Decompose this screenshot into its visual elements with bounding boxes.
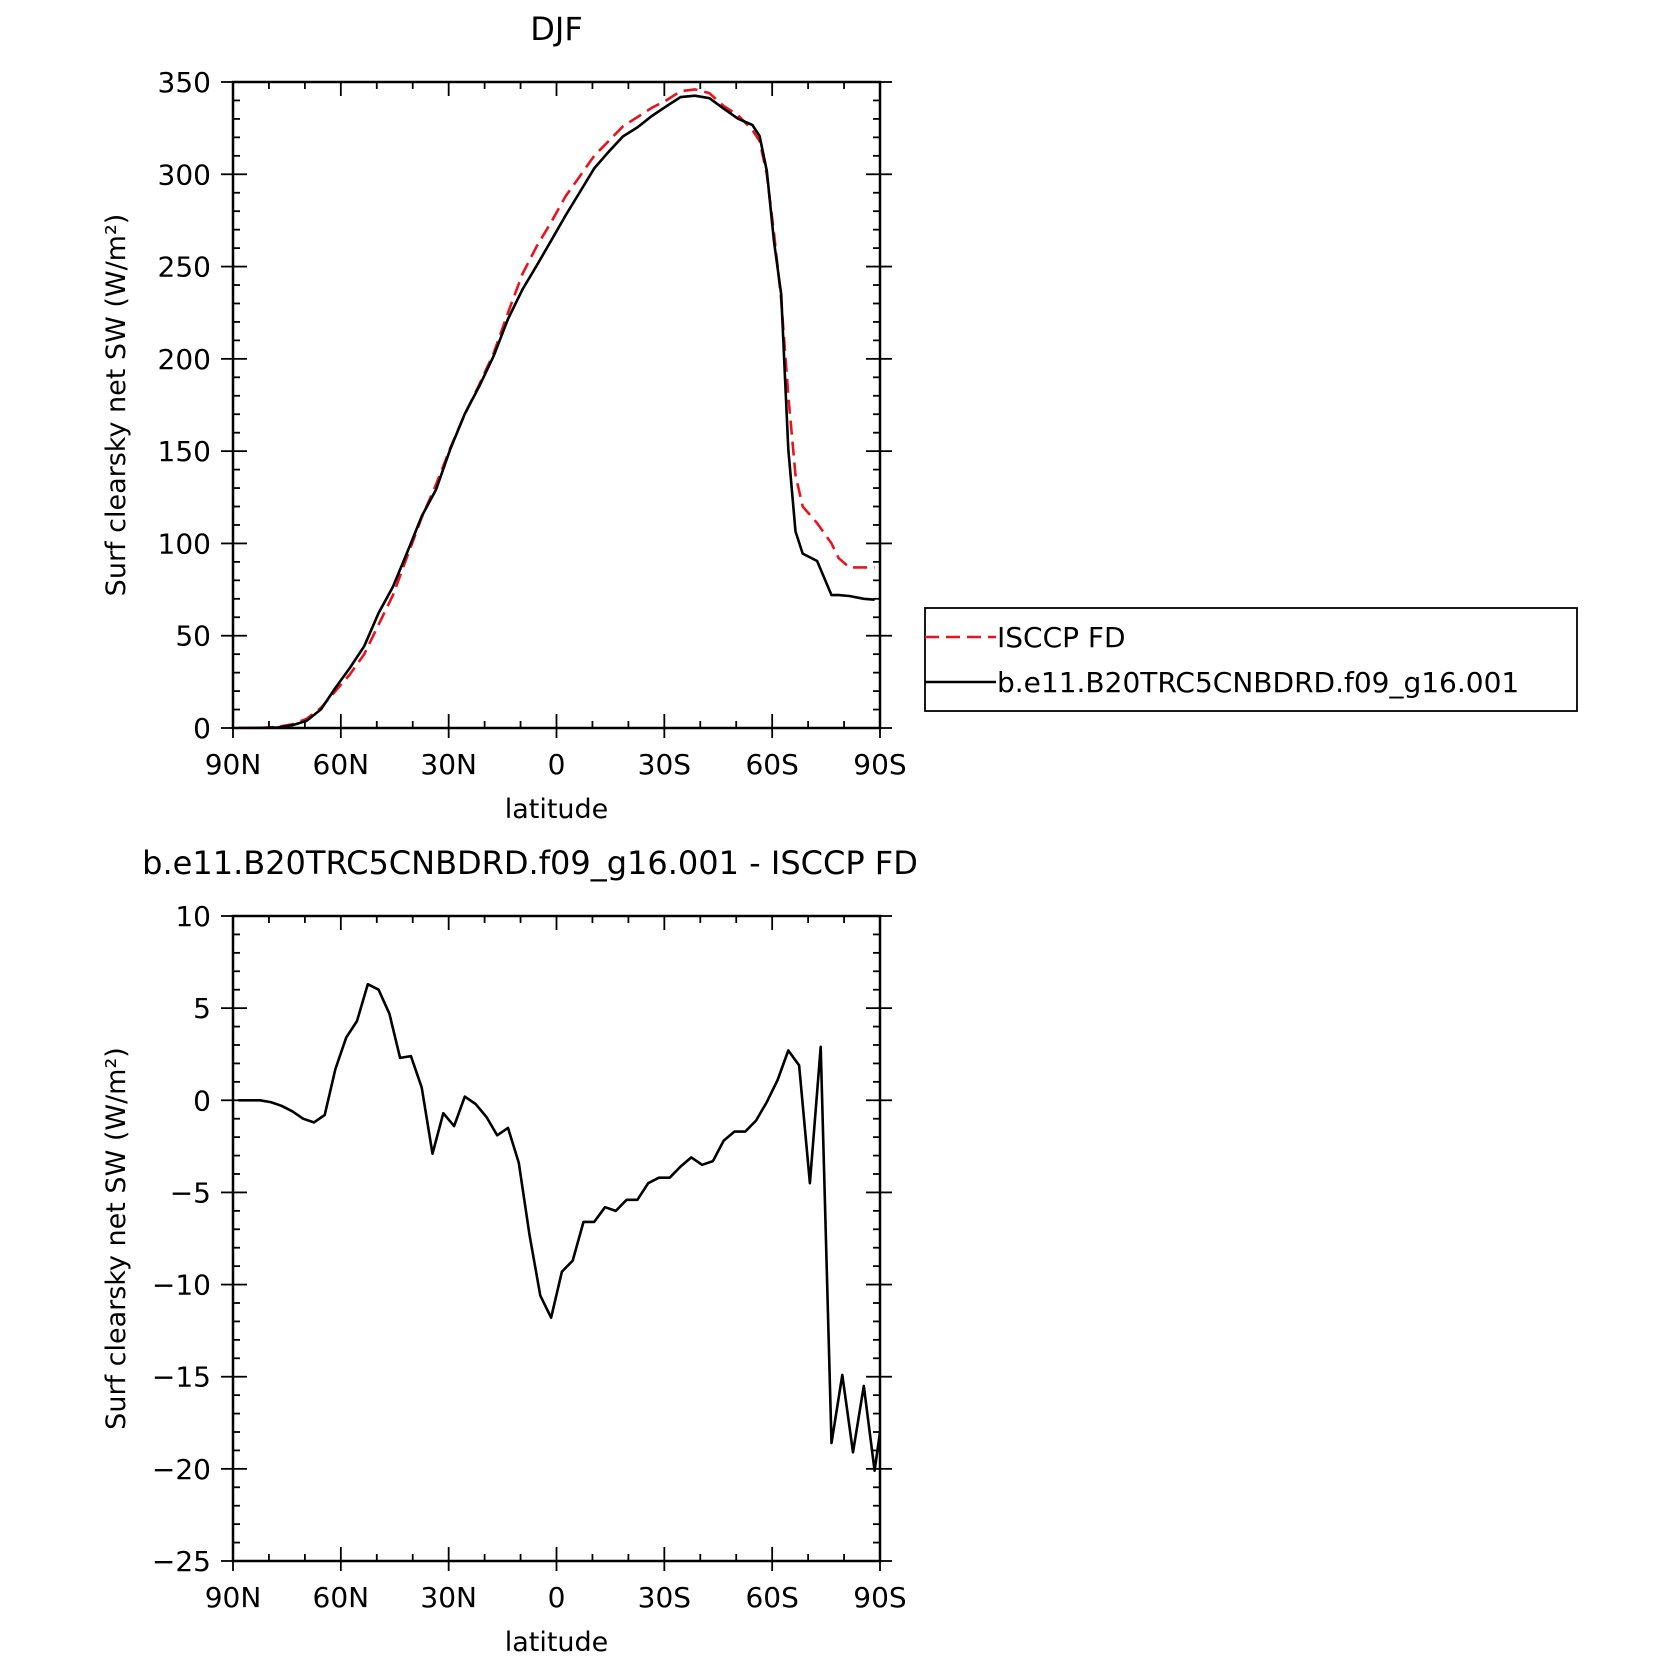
x-tick-label: 90N bbox=[205, 748, 262, 781]
y-tick-label: 0 bbox=[193, 1084, 211, 1117]
x-tick-label: 90N bbox=[205, 1581, 262, 1614]
x-tick-label: 30S bbox=[638, 1581, 691, 1614]
y-tick-label: 10 bbox=[175, 900, 211, 933]
y-tick-label: 150 bbox=[158, 435, 211, 468]
plot-title: b.e11.B20TRC5CNBDRD.f09_g16.001 - ISCCP … bbox=[142, 844, 918, 882]
y-tick-label: −20 bbox=[152, 1453, 211, 1486]
y-tick-label: −25 bbox=[152, 1545, 211, 1578]
legend-label-0: ISCCP FD bbox=[997, 621, 1126, 654]
y-tick-label: −15 bbox=[152, 1361, 211, 1394]
y-tick-label: −5 bbox=[170, 1176, 211, 1209]
y-tick-label: −10 bbox=[152, 1269, 211, 1302]
legend-box bbox=[924, 607, 1578, 712]
y-tick-label: 200 bbox=[158, 343, 211, 376]
y-tick-label: 50 bbox=[175, 620, 211, 653]
plot-frame bbox=[231, 914, 882, 1563]
legend-label-1: b.e11.B20TRC5CNBDRD.f09_g16.001 bbox=[997, 666, 1519, 699]
x-tick-label: 0 bbox=[548, 748, 566, 781]
bottom-panel: 90N 60N 30N 0 30S 60S 90S 10 5 0 −5 −10 −15 −20 −25 lat… bbox=[101, 844, 918, 1658]
x-tick-label: 30N bbox=[420, 748, 477, 781]
y-tick-label: 100 bbox=[158, 527, 211, 560]
top-panel: 90N 60N 30N 0 30S 60S 90S 0 50 100 150 200 250 300 350… bbox=[101, 10, 907, 825]
y-tick-label: 250 bbox=[158, 251, 211, 284]
x-axis-title: latitude bbox=[505, 794, 609, 825]
x-tick-label: 60S bbox=[745, 748, 798, 781]
x-tick-label: 90S bbox=[853, 748, 906, 781]
legend: ISCCP FD b.e11.B20TRC5CNBDRD.f09_g16.001 bbox=[924, 607, 1578, 712]
y-axis-title: Surf clearsky net SW (W/m²) bbox=[101, 214, 132, 597]
x-axis-title: latitude bbox=[505, 1627, 609, 1658]
y-tick-label: 0 bbox=[193, 712, 211, 745]
series-line-1 bbox=[238, 94, 875, 728]
y-tick-label: 350 bbox=[158, 66, 211, 99]
x-tick-label: 60N bbox=[313, 748, 370, 781]
x-tick-label: 60N bbox=[313, 1581, 370, 1614]
series-line-0 bbox=[238, 982, 880, 1472]
y-axis-title: Surf clearsky net SW (W/m²) bbox=[101, 1047, 132, 1430]
y-tick-label: 300 bbox=[158, 158, 211, 191]
x-tick-label: 60S bbox=[745, 1581, 798, 1614]
plot-title: DJF bbox=[530, 10, 582, 48]
x-tick-label: 90S bbox=[853, 1581, 906, 1614]
plot-frame bbox=[231, 80, 882, 730]
series-line-0 bbox=[238, 88, 875, 728]
x-tick-label: 30S bbox=[638, 748, 691, 781]
x-tick-label: 0 bbox=[548, 1581, 566, 1614]
x-tick-label: 30N bbox=[420, 1581, 477, 1614]
y-tick-label: 5 bbox=[193, 992, 211, 1025]
